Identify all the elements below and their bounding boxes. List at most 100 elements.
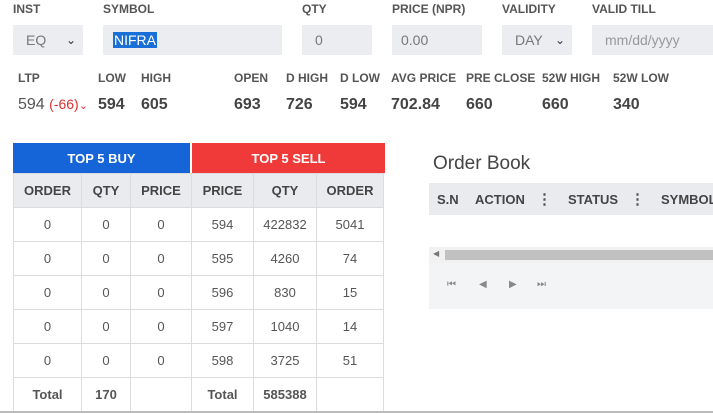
52w-high-value: 660 <box>542 96 569 113</box>
pre-close-label: PRE CLOSE <box>466 71 536 85</box>
table-cell: 74 <box>316 241 384 276</box>
next-page-icon[interactable]: ▶ <box>509 279 517 290</box>
tab-top-5-sell[interactable]: TOP 5 SELL <box>192 143 385 173</box>
open-label: OPEN <box>234 71 269 85</box>
table-cell: 1040 <box>253 309 317 344</box>
table-cell: 0 <box>13 207 82 242</box>
qty-input[interactable]: 0 <box>302 25 372 55</box>
sell-total-label: Total <box>191 377 254 412</box>
col-header-sn: S.N <box>437 192 459 207</box>
open-value: 693 <box>234 96 261 113</box>
table-cell: 0 <box>81 275 131 310</box>
first-page-icon[interactable]: ⏮ <box>447 279 456 290</box>
table-cell: 0 <box>130 275 192 310</box>
table-cell <box>316 377 384 412</box>
sell-total-qty: 585388 <box>253 377 317 412</box>
divider <box>0 411 713 413</box>
col-header-status: STATUS <box>568 192 619 207</box>
valid-till-label: VALID TILL <box>592 2 656 16</box>
table-cell: 0 <box>130 241 192 276</box>
horizontal-scrollbar[interactable]: ◀ <box>429 247 713 263</box>
ltp-label: LTP <box>18 71 40 85</box>
table-cell: 0 <box>13 275 82 310</box>
inst-label: INST <box>13 2 41 16</box>
price-value: 0.00 <box>401 32 429 48</box>
symbol-label: SYMBOL <box>103 2 155 16</box>
validity-select[interactable]: DAY ⌄ <box>502 25 572 55</box>
table-cell: 597 <box>191 309 254 344</box>
table-row: 0 0 0 595 4260 74 <box>13 241 384 276</box>
table-cell: 0 <box>81 241 131 276</box>
table-cell: 0 <box>130 309 192 344</box>
validity-value: DAY <box>515 32 543 48</box>
order-book-body <box>429 215 713 247</box>
col-header-qty: QTY <box>253 173 317 208</box>
low-value: 594 <box>98 96 125 113</box>
down-arrow-icon: ⌄ <box>78 100 88 112</box>
avg-price-value: 702.84 <box>391 96 440 113</box>
table-cell: 15 <box>316 275 384 310</box>
last-page-icon[interactable]: ⏭ <box>537 279 546 290</box>
col-header-symbol: SYMBOL <box>661 192 713 207</box>
table-cell: 0 <box>130 207 192 242</box>
symbol-input[interactable]: NIFRA <box>103 25 282 55</box>
table-cell: 422832 <box>253 207 317 242</box>
buy-total-qty: 170 <box>81 377 131 412</box>
inst-value: EQ <box>26 32 47 48</box>
inst-select[interactable]: EQ ⌄ <box>13 25 83 55</box>
table-cell: 14 <box>316 309 384 344</box>
valid-till-placeholder: mm/dd/yyyy <box>605 32 680 48</box>
order-book-title: Order Book <box>433 153 531 174</box>
table-header-row: ORDER QTY PRICE PRICE QTY ORDER <box>13 173 384 208</box>
dlow-label: D LOW <box>340 71 380 85</box>
table-cell: 0 <box>81 309 131 344</box>
table-cell: 830 <box>253 275 317 310</box>
chevron-down-icon: ⌄ <box>554 33 565 47</box>
table-cell: 0 <box>81 207 131 242</box>
col-header-price: PRICE <box>130 173 192 208</box>
market-depth-table: ORDER QTY PRICE PRICE QTY ORDER 0 0 0 59… <box>13 173 384 412</box>
table-cell: 0 <box>130 343 192 378</box>
table-cell: 598 <box>191 343 254 378</box>
dhigh-value: 726 <box>286 96 313 113</box>
order-book-header: S.N ACTION ⋮ STATUS ⋮ SYMBOL <box>429 183 713 215</box>
valid-till-input[interactable]: mm/dd/yyyy <box>592 25 713 55</box>
chevron-down-icon: ⌄ <box>65 33 76 47</box>
ltp-value: 594 (-66)⌄ <box>18 96 88 114</box>
table-cell: 595 <box>191 241 254 276</box>
table-row: 0 0 0 597 1040 14 <box>13 309 384 344</box>
table-row: 0 0 0 596 830 15 <box>13 275 384 310</box>
52w-low-label: 52W LOW <box>613 71 669 85</box>
col-header-order: ORDER <box>13 173 82 208</box>
symbol-value: NIFRA <box>113 32 157 48</box>
ltp-price: 594 <box>18 96 45 113</box>
tab-top-5-buy[interactable]: TOP 5 BUY <box>13 143 190 173</box>
price-input[interactable]: 0.00 <box>392 25 482 55</box>
column-menu-icon[interactable]: ⋮ <box>537 191 552 208</box>
column-menu-icon[interactable]: ⋮ <box>630 191 645 208</box>
buy-total-label: Total <box>13 377 82 412</box>
col-header-qty: QTY <box>81 173 131 208</box>
table-row: 0 0 0 594 422832 5041 <box>13 207 384 242</box>
scrollbar-thumb[interactable] <box>445 250 713 260</box>
table-cell: 594 <box>191 207 254 242</box>
col-header-price: PRICE <box>191 173 254 208</box>
col-header-action: ACTION <box>475 192 525 207</box>
table-cell: 596 <box>191 275 254 310</box>
scroll-left-icon[interactable]: ◀ <box>433 249 440 258</box>
previous-page-icon[interactable]: ◀ <box>479 279 487 290</box>
52w-low-value: 340 <box>613 96 640 113</box>
table-cell: 5041 <box>316 207 384 242</box>
qty-value: 0 <box>315 32 323 48</box>
table-cell <box>130 377 192 412</box>
table-cell: 0 <box>13 343 82 378</box>
dlow-value: 594 <box>340 96 367 113</box>
table-cell: 0 <box>13 309 82 344</box>
price-label: PRICE (NPR) <box>392 2 466 16</box>
validity-label: VALIDITY <box>502 2 556 16</box>
pagination-bar: ⏮ ◀ ▶ ⏭ <box>429 263 713 309</box>
table-row: 0 0 0 598 3725 51 <box>13 343 384 378</box>
qty-label: QTY <box>302 2 327 16</box>
low-label: LOW <box>98 71 126 85</box>
table-cell: 4260 <box>253 241 317 276</box>
